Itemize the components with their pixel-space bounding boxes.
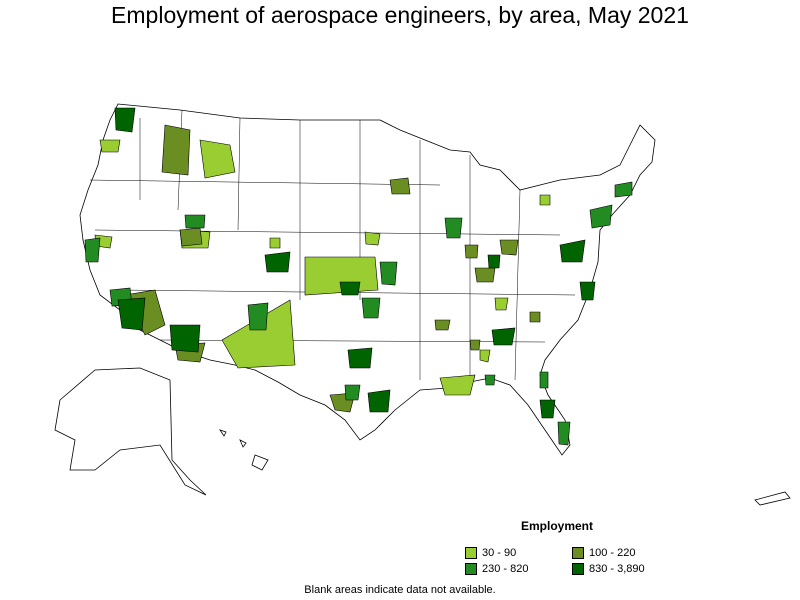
legend-label: 100 - 220 [589,547,636,559]
legend-item-830-3890: 830 - 3,890 [572,563,645,575]
footnote: Blank areas indicate data not available. [304,584,496,596]
legend-title: Employment [521,519,594,533]
alaska-outline [54,367,207,496]
legend-label: 30 - 90 [482,547,517,559]
legend-item-30-90: 30 - 90 [465,547,516,559]
legend-item-100-220: 100 - 220 [572,547,635,559]
legend-label: 830 - 3,890 [589,563,645,575]
legend-label: 230 - 820 [482,563,529,575]
areas-30-90 [94,139,551,396]
legend-item-230-820: 230 - 820 [465,563,528,575]
map-title: Employment of aerospace engineers, by ar… [111,2,689,28]
hawaii-island [219,429,227,437]
puerto-rico-outline [754,491,791,506]
areas-830-3890 [114,107,596,419]
legend-swatch [465,563,477,575]
legend-swatch [465,547,477,559]
legend-swatch [572,547,584,559]
legend-swatch [572,563,584,575]
